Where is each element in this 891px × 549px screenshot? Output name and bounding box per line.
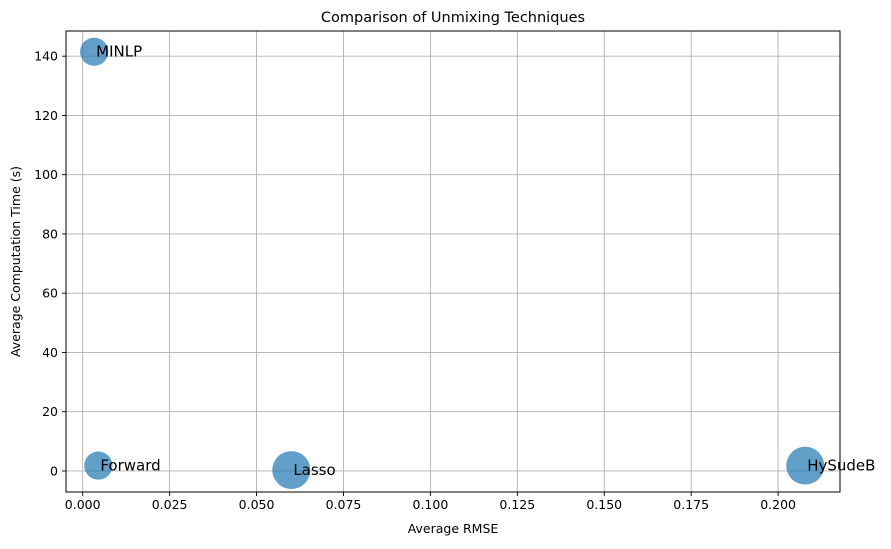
x-tick-label: 0.100 (413, 497, 449, 512)
x-tick-label: 0.200 (760, 497, 796, 512)
y-tick-label: 20 (42, 404, 58, 419)
axis-ticks: 0.000 0.025 0.050 0.075 0.100 0.125 0.150 0.175… (34, 49, 796, 512)
x-tick-label: 0.025 (152, 497, 188, 512)
bubble-lasso (272, 451, 311, 490)
x-tick-label: 0.050 (239, 497, 275, 512)
y-tick-label: 100 (34, 167, 58, 182)
chart-title: Comparison of Unmixing Techniques (321, 10, 585, 26)
grid (66, 31, 840, 492)
x-tick-label: 0.125 (499, 497, 535, 512)
point-label-lasso: Lasso (293, 461, 335, 479)
point-label-minlp: MINLP (96, 43, 142, 61)
bubble-hysudeb (786, 446, 825, 485)
point-label-forward: Forward (100, 457, 160, 475)
x-tick-label: 0.075 (326, 497, 362, 512)
y-tick-label: 60 (42, 286, 58, 301)
bubble-forward (84, 451, 113, 480)
y-tick-label: 120 (34, 108, 58, 123)
x-axis-title: Average RMSE (408, 521, 499, 536)
data-points (80, 37, 825, 490)
x-tick-label: 0.000 (65, 497, 101, 512)
y-axis-title: Average Computation Time (s) (8, 166, 23, 357)
bubble-minlp (80, 37, 109, 66)
y-tick-label: 140 (34, 49, 58, 64)
point-labels: MINLP Forward Lasso HySudeB (96, 43, 875, 479)
x-tick-label: 0.150 (586, 497, 622, 512)
y-tick-label: 80 (42, 226, 58, 241)
x-tick-label: 0.175 (673, 497, 709, 512)
y-tick-label: 40 (42, 345, 58, 360)
y-tick-label: 0 (50, 463, 58, 478)
point-label-hysudeb: HySudeB (807, 457, 875, 475)
plot-frame (65, 30, 841, 493)
